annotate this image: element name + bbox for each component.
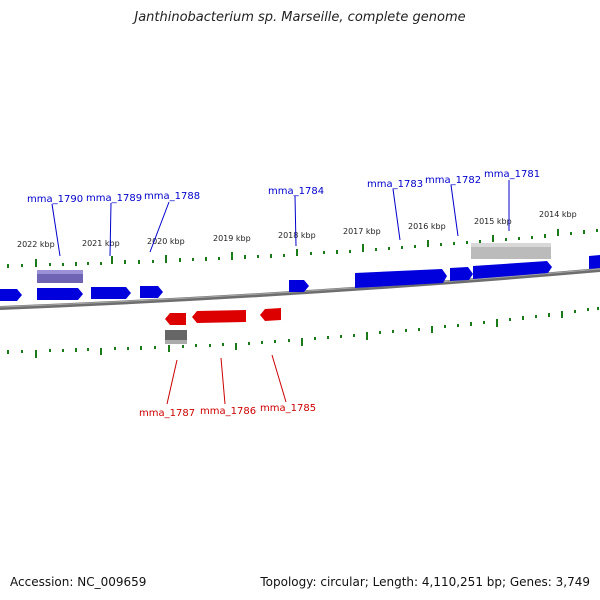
upper-tick-ring (7, 229, 598, 268)
gene-label: mma_1783 (367, 179, 423, 190)
gene-label: mma_1786 (200, 406, 256, 417)
tick-label: 2017 kbp (343, 227, 381, 236)
genome-backbone (0, 268, 600, 310)
gene-label: mma_1789 (86, 193, 142, 204)
gene-label: mma_1785 (260, 403, 316, 414)
gene-arrow (37, 288, 83, 300)
accession-text: Accession: NC_009659 (10, 575, 147, 589)
gene-arrow (355, 269, 447, 288)
gene-arrow (192, 310, 246, 323)
gene-label: mma_1787 (139, 408, 195, 419)
tick-label: 2021 kbp (82, 239, 120, 248)
gene-label: mma_1790 (27, 194, 83, 205)
gene-label: mma_1782 (425, 175, 481, 186)
tick-label: 2020 kbp (147, 237, 185, 246)
reverse-genes (165, 308, 281, 325)
gene-arrow (0, 289, 22, 301)
lower-tick-ring (7, 307, 599, 358)
tick-label: 2014 kbp (539, 210, 577, 219)
gene-arrow (473, 261, 552, 279)
gene-arrow (450, 267, 473, 281)
tick-label: 2022 kbp (17, 240, 55, 249)
gene-label: mma_1788 (144, 191, 200, 202)
tick-label: 2015 kbp (474, 217, 512, 226)
gene-arrow (260, 308, 281, 321)
tick-label: 2018 kbp (278, 231, 316, 240)
gene-arrow (589, 255, 600, 269)
forward-genes (0, 255, 600, 301)
gene-label: mma_1784 (268, 186, 324, 197)
genome-summary: Topology: circular; Length: 4,110,251 bp… (260, 575, 590, 589)
gene-arrow (165, 313, 186, 325)
genome-title: Janthinobacterium sp. Marseille, complet… (134, 10, 466, 25)
tick-label: 2019 kbp (213, 234, 251, 243)
gene-arrow (140, 286, 163, 298)
tick-label: 2016 kbp (408, 222, 446, 231)
gene-arrow (91, 287, 131, 299)
gene-arrow (289, 280, 309, 292)
gene-label: mma_1781 (484, 169, 540, 180)
